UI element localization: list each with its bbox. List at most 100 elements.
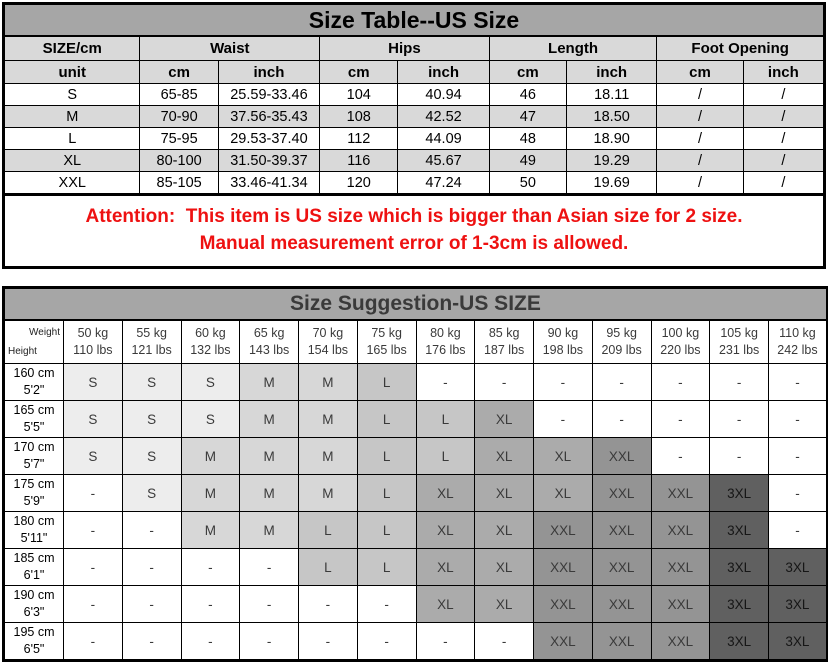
suggestion-table-body: 160 cm 5'2" S S S M M L - - - - - - -165 cm 5'5" S S S M M L L… <box>3 363 828 661</box>
size-suggestion-cell: - <box>591 363 652 401</box>
size-suggestion-cell: - <box>63 511 123 549</box>
measurement-cell: 19.29 <box>566 149 658 172</box>
attention-note: Attention: This item is US size which is… <box>2 196 826 269</box>
size-suggestion-cell: M <box>239 363 299 401</box>
measurement-cell: 42.52 <box>397 105 490 128</box>
size-suggestion-cell: XL <box>474 548 534 586</box>
size-suggestion-cell: S <box>63 400 123 438</box>
measurement-cell: 18.90 <box>566 127 658 150</box>
size-suggestion-cell: XXL <box>591 585 652 623</box>
size-suggestion-cell: L <box>356 363 417 401</box>
suggestion-row: 175 cm 5'9" - S M M M L XL XL XL XXL XXL 3XL - <box>3 474 828 512</box>
measurement-cell: / <box>656 83 744 106</box>
size-label-cell: S <box>2 83 141 106</box>
size-suggestion-cell: XL <box>474 474 534 512</box>
measurement-cell: 70-90 <box>139 105 219 128</box>
size-suggestion-cell: S <box>63 437 123 475</box>
size-label-cell: L <box>2 127 141 150</box>
measurement-cell: 47 <box>488 105 568 128</box>
size-suggestion-cell: XXL <box>591 437 652 475</box>
measurement-cell: 85-105 <box>139 171 219 195</box>
size-suggestion-cell: - <box>709 437 769 475</box>
size-suggestion-cell: 3XL <box>709 548 769 586</box>
height-label-cell: 170 cm 5'7" <box>3 437 64 475</box>
size-suggestion-cell: - <box>180 585 241 623</box>
size-suggestion-cell: - <box>63 548 123 586</box>
suggestion-row: 160 cm 5'2" S S S M M L - - - - - - - <box>3 363 828 401</box>
unit-cell: cm <box>139 60 219 84</box>
suggestion-row: 185 cm 6'1" - - - - L L XL XL XXL XXL XXL 3XL 3XL <box>3 548 828 586</box>
size-suggestion-cell: L <box>356 511 417 549</box>
measurement-cell: 18.50 <box>566 105 658 128</box>
size-suggestion-cell: M <box>180 437 241 475</box>
size-suggestion-cell: M <box>180 474 241 512</box>
size-suggestion-cell: 3XL <box>709 622 769 661</box>
attention-line-2: Manual measurement error of 1-3cm is all… <box>199 233 629 254</box>
size-suggestion-cell: - <box>121 548 182 586</box>
unit-cell: inch <box>217 60 321 84</box>
size-suggestion-cell: 3XL <box>709 585 769 623</box>
size-suggestion-cell: - <box>415 622 476 661</box>
size-suggestion-cell: XXL <box>650 585 711 623</box>
weight-axis-label: Weight <box>29 327 60 338</box>
size-suggestion-cell: - <box>474 622 534 661</box>
size-suggestion-cell: - <box>356 622 417 661</box>
size-suggestion-cell: S <box>121 400 182 438</box>
size-suggestion-cell: XL <box>415 511 476 549</box>
size-label-cell: XXL <box>2 171 141 195</box>
size-suggestion-cell: - <box>650 437 711 475</box>
size-suggestion-cell: M <box>239 437 299 475</box>
size-suggestion-cell: M <box>239 474 299 512</box>
size-suggestion-cell: XL <box>474 511 534 549</box>
size-suggestion-cell: XL <box>533 437 593 475</box>
height-label-cell: 165 cm 5'5" <box>3 400 64 438</box>
size-suggestion-cell: L <box>298 548 358 586</box>
measurement-cell: 31.50-39.37 <box>217 149 321 172</box>
size-suggestion-cell: XL <box>533 474 593 512</box>
size-suggestion-cell: L <box>356 548 417 586</box>
measurement-cell: 108 <box>319 105 399 128</box>
size-suggestion-cell: XXL <box>650 511 711 549</box>
measurement-cell: 104 <box>319 83 399 106</box>
size-suggestion-cell: S <box>121 437 182 475</box>
size-suggestion-cell: S <box>180 363 241 401</box>
size-suggestion-cell: - <box>298 622 358 661</box>
size-suggestion-cell: L <box>356 400 417 438</box>
size-table-title: Size Table--US Size <box>3 3 825 37</box>
measurement-cell: 25.59-33.46 <box>217 83 321 106</box>
size-suggestion-cell: XL <box>474 400 534 438</box>
size-table-row: XL 80-100 31.50-39.37 116 45.67 49 19.29// <box>2 149 826 172</box>
height-label-cell: 185 cm 6'1" <box>3 548 64 586</box>
size-suggestion-cell: S <box>63 363 123 401</box>
size-table-unit-row: unit cm inch cm inch cm inch cm inch <box>2 60 826 84</box>
measurement-cell: 18.11 <box>566 83 658 106</box>
size-table-body: S 65-85 25.59-33.46 104 40.94 46 18.11// M 70-90… <box>2 83 826 195</box>
size-suggestion-cell: - <box>768 400 828 438</box>
size-suggestion-cell: - <box>650 400 711 438</box>
size-suggestion-cell: 3XL <box>709 474 769 512</box>
measurement-cell: 33.46-41.34 <box>217 171 321 195</box>
height-label-cell: 180 cm 5'11" <box>3 511 64 549</box>
size-suggestion-cell: - <box>180 548 241 586</box>
measurement-cell: 50 <box>488 171 568 195</box>
size-column-header: SIZE/cm <box>2 35 141 61</box>
unit-cell: inch <box>566 60 658 84</box>
size-suggestion-cell: M <box>239 400 299 438</box>
measurement-cell: / <box>742 171 826 195</box>
size-suggestion-cell: - <box>533 363 593 401</box>
size-label-cell: XL <box>2 149 141 172</box>
size-suggestion-cell: S <box>121 474 182 512</box>
weight-header-cell: 85 kg 187 lbs <box>474 319 534 364</box>
size-suggestion-cell: XL <box>474 585 534 623</box>
suggestion-row: 190 cm 6'3" - - - - - - XL XL XXL XXL XXL 3XL 3XL <box>3 585 828 623</box>
size-suggestion-cell: XL <box>415 474 476 512</box>
waist-header: Waist <box>139 35 321 61</box>
size-suggestion-cell: - <box>121 622 182 661</box>
unit-cell: inch <box>397 60 490 84</box>
size-suggestion-cell: XXL <box>533 548 593 586</box>
size-suggestion-cell: - <box>709 363 769 401</box>
size-suggestion-cell: XXL <box>533 622 593 661</box>
weight-header-cell: 60 kg 132 lbs <box>180 319 241 364</box>
measurement-cell: / <box>656 149 744 172</box>
measurement-cell: / <box>656 105 744 128</box>
